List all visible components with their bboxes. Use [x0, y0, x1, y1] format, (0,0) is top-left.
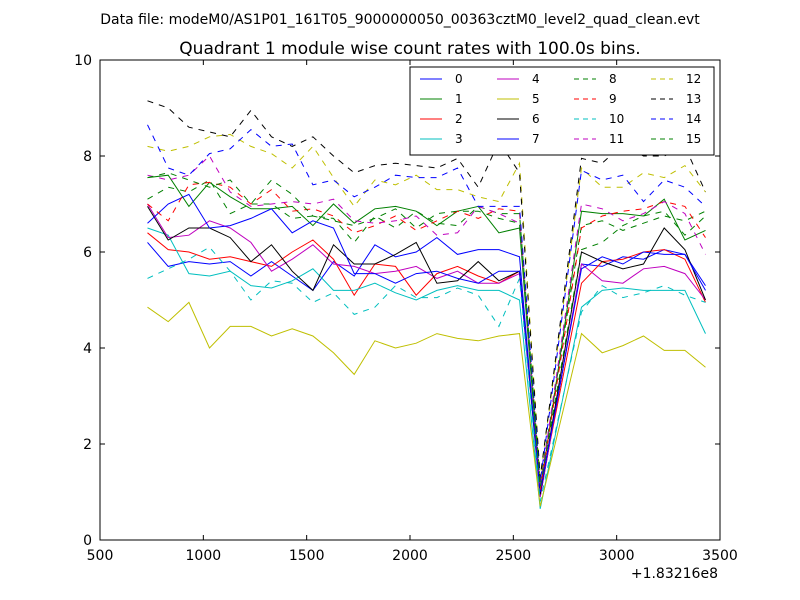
legend-label-6: 6	[532, 112, 540, 126]
series-line-2	[147, 232, 706, 493]
x-tick-label: 1500	[289, 548, 325, 564]
y-tick-label: 0	[83, 533, 92, 549]
figure-suptitle: Data file: modeM0/AS1P01_161T05_90000000…	[100, 12, 700, 28]
y-tick-label: 2	[83, 437, 92, 453]
legend-label-13: 13	[686, 92, 701, 106]
y-tick-label: 10	[74, 53, 92, 69]
legend-label-4: 4	[532, 72, 540, 86]
x-tick-label: 3000	[599, 548, 635, 564]
x-tick-label: 500	[87, 548, 114, 564]
series-line-3	[147, 227, 706, 509]
x-tick-label: 1000	[186, 548, 222, 564]
y-tick-label: 6	[83, 245, 92, 261]
legend-label-3: 3	[455, 132, 463, 146]
x-tick-label: 2500	[496, 548, 532, 564]
chart-title: Quadrant 1 module wise count rates with …	[179, 39, 640, 59]
x-tick-label: 3500	[702, 548, 738, 564]
legend-label-12: 12	[686, 72, 701, 86]
legend-box	[409, 66, 715, 156]
series-line-11	[147, 155, 706, 488]
legend-label-7: 7	[532, 132, 540, 146]
y-tick-label: 8	[83, 149, 92, 165]
series-line-10	[147, 246, 706, 502]
series-line-6	[147, 206, 706, 495]
series-line-12	[147, 133, 706, 478]
y-tick-label: 4	[83, 341, 92, 357]
legend-label-14: 14	[686, 112, 701, 126]
legend-label-1: 1	[455, 92, 463, 106]
legend-label-2: 2	[455, 112, 463, 126]
legend-label-11: 11	[609, 132, 624, 146]
legend-label-10: 10	[609, 112, 624, 126]
legend-label-5: 5	[532, 92, 540, 106]
series-line-9	[147, 181, 706, 490]
series-line-1	[147, 174, 706, 493]
series-line-15	[147, 172, 706, 488]
series-line-7	[147, 193, 706, 493]
legend-label-0: 0	[455, 72, 463, 86]
legend-label-15: 15	[686, 132, 701, 146]
legend-label-8: 8	[609, 72, 617, 86]
x-axis-offset-label: +1.83216e8	[631, 566, 718, 582]
series-line-4	[147, 203, 706, 497]
legend-label-9: 9	[609, 92, 617, 106]
series-line-5	[147, 301, 706, 507]
x-tick-label: 2000	[392, 548, 428, 564]
